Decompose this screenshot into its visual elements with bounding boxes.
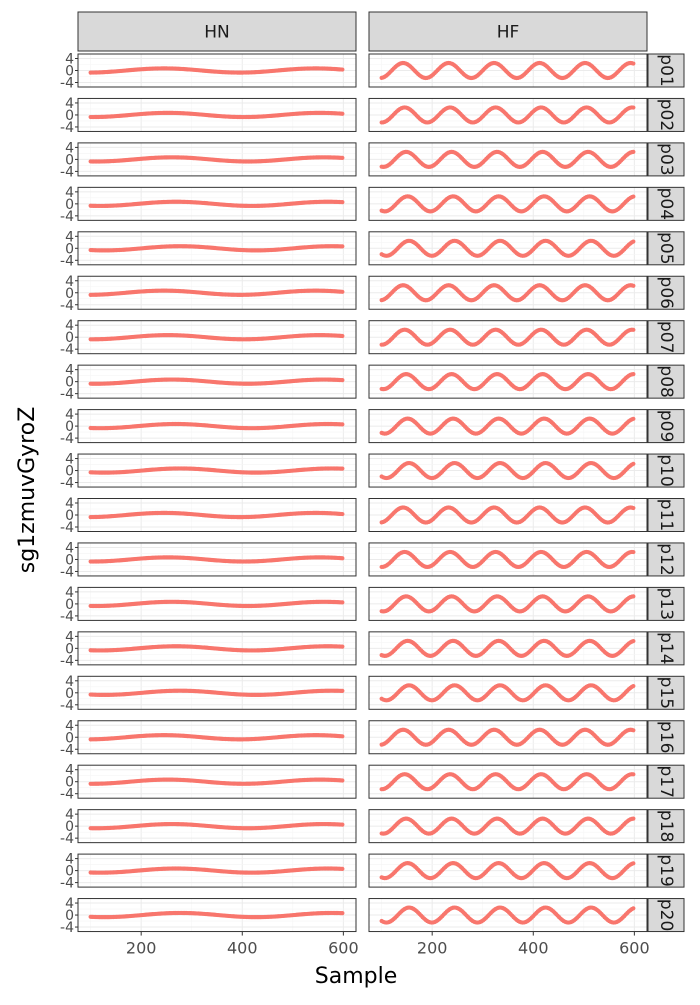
data-point <box>340 334 344 338</box>
y-tick-label: -4 <box>60 653 74 669</box>
panel-hn-p13 <box>78 587 356 620</box>
row-strip-label: p11 <box>656 499 676 531</box>
data-point <box>631 594 635 598</box>
data-point <box>631 61 635 65</box>
data-point <box>631 506 635 510</box>
row-strip-label: p03 <box>656 143 676 175</box>
panel-hn-p04 <box>78 187 356 220</box>
panel-hf-p07 <box>369 321 647 354</box>
panel-hn-p02 <box>78 98 356 131</box>
panel-hf-p12 <box>369 543 647 576</box>
data-point <box>631 150 635 154</box>
column-strip-label: HF <box>497 23 520 43</box>
y-tick-label: -4 <box>60 298 74 314</box>
data-point <box>340 556 344 560</box>
panel-hn-p03 <box>78 143 356 176</box>
panel-hn-p07 <box>78 321 356 354</box>
y-tick-label: -4 <box>60 476 74 492</box>
data-point <box>631 328 635 332</box>
y-tick-label: -4 <box>60 431 74 447</box>
data-point <box>631 417 635 421</box>
data-point <box>340 244 344 248</box>
y-tick-label: -4 <box>60 520 74 536</box>
data-point <box>340 290 344 294</box>
panel-hn-p06 <box>78 276 356 309</box>
column-strip-label: HN <box>204 23 230 43</box>
panel-hf-p09 <box>369 410 647 443</box>
panel-hf-p10 <box>369 454 647 487</box>
panel-hn-p11 <box>78 499 356 532</box>
row-strip-label: p08 <box>656 365 676 397</box>
y-tick-label: -4 <box>60 564 74 580</box>
panel-hf-p08 <box>369 365 647 398</box>
data-point <box>631 105 635 109</box>
data-point <box>340 378 344 382</box>
panel-hf-p06 <box>369 276 647 309</box>
data-point <box>631 372 635 376</box>
data-point <box>631 462 635 466</box>
data-point <box>631 284 635 288</box>
panel-hf-p05 <box>369 232 647 265</box>
row-strip-label: p05 <box>656 232 676 264</box>
data-point <box>631 550 635 554</box>
panel-hn-p05 <box>78 232 356 265</box>
panel-hn-p08 <box>78 365 356 398</box>
row-strip-label: p13 <box>656 588 676 620</box>
data-point <box>340 112 344 116</box>
row-strip-label: p02 <box>656 99 676 131</box>
panel-hn-p12 <box>78 543 356 576</box>
panel-hf-p04 <box>369 187 647 220</box>
panel-hf-p02 <box>369 98 647 131</box>
panel-hn-p09 <box>78 410 356 443</box>
y-tick-label: -4 <box>60 120 74 136</box>
data-point <box>340 200 344 204</box>
panel-hn-p14 <box>78 632 356 665</box>
data-point <box>340 67 344 71</box>
row-strip-label: p10 <box>656 454 676 486</box>
row-strip-label: p12 <box>656 543 676 575</box>
data-point <box>631 239 635 243</box>
y-tick-label: -4 <box>60 387 74 403</box>
y-tick-label: -4 <box>60 209 74 225</box>
data-point <box>340 467 344 471</box>
y-tick-label: -4 <box>60 253 74 269</box>
row-strip-label: p04 <box>656 188 676 220</box>
row-strip-label: p14 <box>656 632 676 664</box>
panel-hf-p03 <box>369 143 647 176</box>
data-point <box>631 194 635 198</box>
panel-hf-p11 <box>369 499 647 532</box>
panel-hn-p01 <box>78 54 356 87</box>
y-tick-label: -4 <box>60 609 74 625</box>
row-strip-label: p07 <box>656 321 676 353</box>
row-strip-label: p06 <box>656 277 676 309</box>
data-point <box>340 422 344 426</box>
y-tick-label: -4 <box>60 164 74 180</box>
y-tick-label: -4 <box>60 342 74 358</box>
data-point <box>340 600 344 604</box>
panel-hn-p10 <box>78 454 356 487</box>
y-tick-label: -4 <box>60 76 74 92</box>
panel-hf-p01 <box>369 54 647 87</box>
data-point <box>340 156 344 160</box>
panel-hf-p13 <box>369 587 647 620</box>
row-strip-label: p01 <box>656 54 676 86</box>
row-strip-label: p09 <box>656 410 676 442</box>
data-point <box>340 512 344 516</box>
